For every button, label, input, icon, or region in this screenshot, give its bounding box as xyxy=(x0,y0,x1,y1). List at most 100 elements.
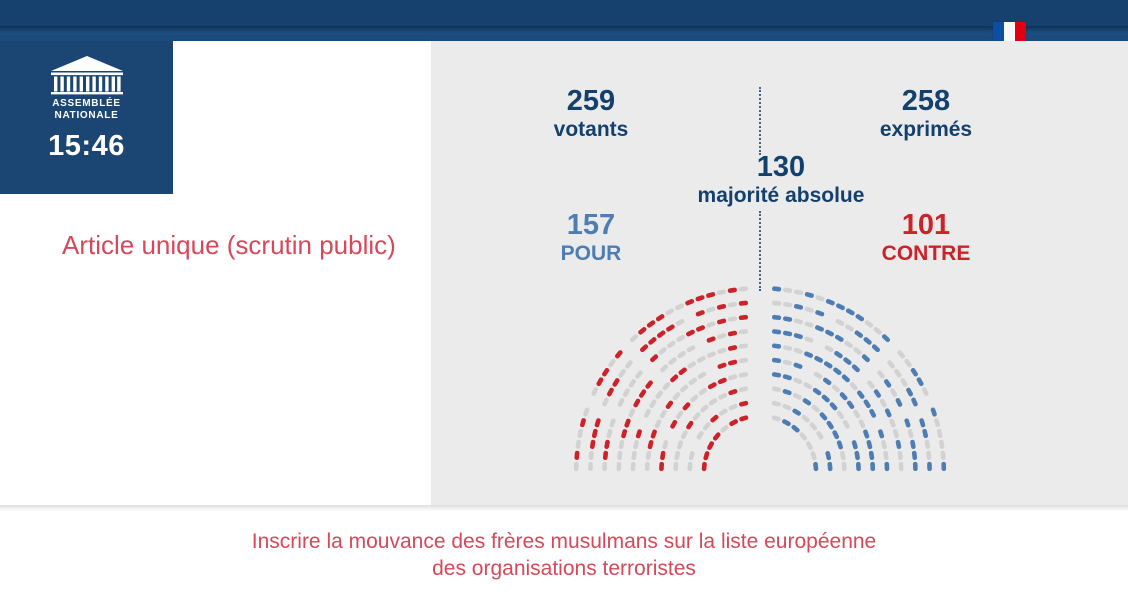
hemicycle-seat xyxy=(832,430,840,440)
hemicycle-seat xyxy=(845,308,855,316)
hemicycle-seat xyxy=(728,403,738,411)
hemicycle-seat xyxy=(845,324,854,332)
hemicycle-seat xyxy=(782,374,792,381)
hemicycle-seat xyxy=(897,350,906,359)
hemicycle-seat xyxy=(608,358,616,368)
hemicycle-seat xyxy=(688,377,698,386)
hemicycle-seat xyxy=(877,370,885,379)
hemicycle-seat xyxy=(895,439,902,450)
hemicycle-seat xyxy=(655,390,664,399)
hemicycle-seat xyxy=(895,398,903,407)
hemicycle-seat xyxy=(783,301,793,308)
hemicycle-seat xyxy=(881,439,887,450)
hemicycle-seat xyxy=(836,440,844,450)
hemicycle-seat xyxy=(729,419,738,427)
hemicycle-seat xyxy=(936,428,943,439)
hemicycle-seat xyxy=(782,316,793,322)
hemicycle-seat xyxy=(924,439,931,449)
hemicycle-seat xyxy=(621,429,628,439)
hemicycle-seat xyxy=(577,428,584,439)
majorite-label: majorité absolue xyxy=(697,184,865,207)
hemicycle-seat xyxy=(782,403,792,411)
hemicycle-seat xyxy=(702,422,711,431)
hemicycle-seat xyxy=(841,461,847,472)
hemicycle-seat xyxy=(815,310,825,317)
hemicycle-seat xyxy=(904,358,912,368)
top-navy-band xyxy=(0,0,1128,26)
hemicycle-seat xyxy=(890,388,898,398)
hemicycle-seat xyxy=(700,404,709,413)
hemicycle-seat xyxy=(831,384,840,393)
hemicycle-seat xyxy=(844,340,853,349)
logo-line-1: ASSEMBLÉE xyxy=(52,98,121,109)
hemicycle-seat xyxy=(821,394,830,403)
hemicycle-seat xyxy=(793,377,803,385)
hemicycle-seat xyxy=(868,450,875,461)
hemicycle-seat xyxy=(793,289,804,296)
hemicycle-seat xyxy=(912,461,918,472)
hemicycle-seat xyxy=(879,398,887,408)
hemicycle-seat xyxy=(804,336,814,343)
exprimes-block: 258 exprimés xyxy=(776,85,1076,143)
hemicycle-seat xyxy=(892,429,899,439)
hemicycle-seat xyxy=(910,367,918,377)
hemicycle-seat xyxy=(813,461,819,472)
hemicycle-seat xyxy=(635,370,643,379)
hemicycle-seat xyxy=(643,408,651,418)
hemicycle-seat xyxy=(851,440,858,450)
hemicycle-seat xyxy=(771,372,782,378)
hemicycle-seat xyxy=(851,364,860,373)
hemicycle-seat xyxy=(805,441,813,450)
hemicycle-seat xyxy=(900,378,908,387)
hemicycle-seat xyxy=(809,422,818,431)
motion-caption: Inscrire la mouvance des frères musulman… xyxy=(64,528,1064,582)
hemicycle-seat xyxy=(738,300,748,306)
hemicycle-seat xyxy=(685,298,695,306)
hemicycle-seat xyxy=(816,430,824,440)
hemicycle-seat xyxy=(625,360,633,369)
hemicycle-seat xyxy=(881,334,891,343)
hemicycle-seat xyxy=(941,461,947,472)
hemicycle-seat xyxy=(698,387,708,396)
hemicycle-seat xyxy=(696,430,704,440)
hemicycle-seat xyxy=(815,295,825,302)
hemicycle-seat xyxy=(606,387,614,397)
hemicycle-seat xyxy=(596,377,604,387)
hemicycle-seat xyxy=(793,303,804,310)
hemicycle-seat xyxy=(873,326,882,335)
hemicycle-seat xyxy=(649,399,657,409)
hemicycle-seat xyxy=(839,450,846,461)
exprimes-value: 258 xyxy=(901,85,951,117)
hemicycle-seat xyxy=(712,432,721,441)
hemicycle-seat xyxy=(782,419,791,427)
hemicycle-seat xyxy=(645,380,653,389)
hemicycle-seat xyxy=(697,371,707,379)
hemicycle-seat xyxy=(854,450,860,461)
hemicycle-seat-chart xyxy=(560,272,960,487)
hemicycle-seat xyxy=(617,450,623,461)
hemicycle-svg xyxy=(573,286,947,472)
hemicycle-seat xyxy=(666,324,675,332)
hemicycle-seat xyxy=(680,384,689,393)
hemicycle-seat xyxy=(869,408,877,418)
hemicycle-seat xyxy=(863,429,870,439)
hemicycle-seat xyxy=(771,386,782,393)
hemicycle-seat xyxy=(692,412,701,421)
hemicycle-seat xyxy=(604,439,610,450)
hemicycle-seat xyxy=(822,377,832,386)
hemicycle-seat xyxy=(647,440,654,450)
hemicycle-seat xyxy=(717,333,727,340)
hemicycle-seat xyxy=(772,286,782,292)
hemicycle-seat xyxy=(911,450,918,460)
hemicycle-seat xyxy=(589,439,596,449)
top-navy-band-secondary xyxy=(0,26,1128,35)
hemicycle-seat xyxy=(819,412,828,421)
hemicycle-seat xyxy=(738,372,749,378)
hemicycle-seat xyxy=(836,410,845,420)
hemicycle-seat xyxy=(846,400,855,410)
hemicycle-seat xyxy=(922,428,929,439)
hemicycle-seat xyxy=(591,387,599,396)
votants-value: 259 xyxy=(566,85,616,117)
hemicycle-seat xyxy=(656,330,666,338)
hemicycle-seat xyxy=(710,414,719,423)
